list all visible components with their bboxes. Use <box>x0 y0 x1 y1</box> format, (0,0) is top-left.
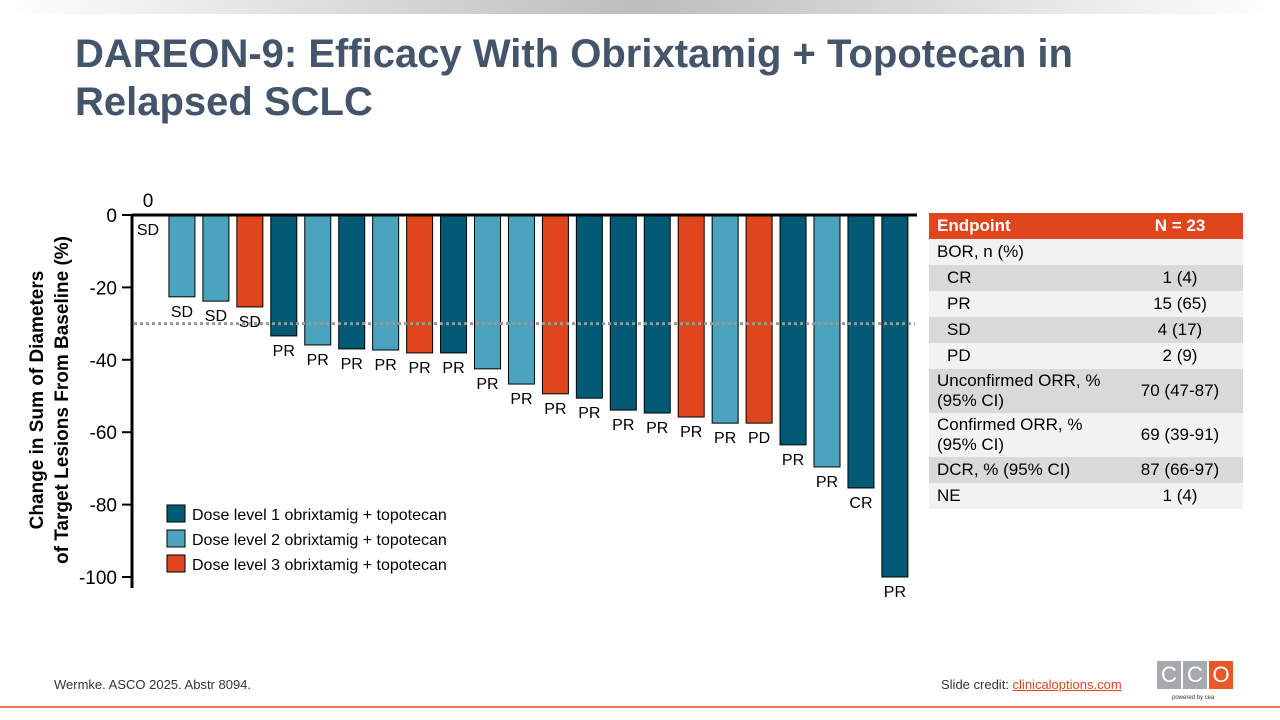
y-axis-label: of Target Lesions From Baseline (%) <box>52 236 73 564</box>
table-row: CR 1 (4) <box>929 265 1243 291</box>
bar <box>745 214 773 424</box>
bar <box>711 214 739 424</box>
bar <box>202 214 230 302</box>
y-tick-label: 0 <box>106 206 117 227</box>
bar <box>507 214 535 385</box>
bar <box>168 214 196 298</box>
y-tick-label: -40 <box>90 351 117 372</box>
response-label: CR <box>849 495 872 512</box>
table-row: BOR, n (%) <box>929 239 1243 265</box>
bar <box>881 214 909 578</box>
bar <box>440 214 468 354</box>
bar <box>609 214 637 411</box>
response-label: PR <box>476 376 498 393</box>
response-label: PR <box>273 343 295 360</box>
bar <box>779 214 807 446</box>
response-label: PD <box>748 430 770 447</box>
bar <box>677 214 705 418</box>
table-row: PR 15 (65) <box>929 291 1243 317</box>
endpoint-table: Endpoint N = 23 BOR, n (%) CR 1 (4) PR 15 (65)… <box>929 213 1243 509</box>
table-header: Endpoint N = 23 <box>929 213 1243 239</box>
zero-label: 0 <box>143 191 154 212</box>
table-row: SD 4 (17) <box>929 317 1243 343</box>
response-label: PR <box>646 420 668 437</box>
bar <box>372 214 400 351</box>
response-label: PR <box>578 405 600 422</box>
response-label: PR <box>307 352 329 369</box>
bar <box>270 214 298 337</box>
table-row: PD 2 (9) <box>929 343 1243 369</box>
response-label: PR <box>782 452 804 469</box>
y-tick-label: -100 <box>79 568 117 589</box>
response-label: PR <box>816 474 838 491</box>
y-tick-label: -80 <box>90 496 117 517</box>
response-label: PR <box>341 356 363 373</box>
bar <box>813 214 841 468</box>
response-label: PR <box>884 584 906 601</box>
table-row: NE 1 (4) <box>929 483 1243 509</box>
bar <box>643 214 671 414</box>
bar <box>474 214 501 370</box>
response-label: PR <box>408 360 430 377</box>
legend-label: Dose level 1 obrixtamig + topotecan <box>192 507 447 524</box>
response-label: SD <box>171 304 193 321</box>
response-label: SD <box>137 222 159 239</box>
response-label: PR <box>680 424 702 441</box>
legend-swatch <box>166 554 186 573</box>
bar <box>541 214 569 395</box>
response-label: PR <box>442 360 464 377</box>
bar <box>304 214 332 346</box>
bar <box>575 214 603 399</box>
table-row: Unconfirmed ORR, % (95% CI) 70 (47-87) <box>929 369 1243 413</box>
response-label: PR <box>544 401 566 418</box>
footer-line <box>0 706 1280 708</box>
response-label: PR <box>375 357 397 374</box>
bar <box>236 214 264 308</box>
y-tick-label: -20 <box>90 278 117 299</box>
response-label: PR <box>612 417 634 434</box>
bar <box>338 214 366 350</box>
response-label: SD <box>205 308 227 325</box>
legend-label: Dose level 3 obrixtamig + topotecan <box>192 557 447 574</box>
page-title: DAREON-9: Efficacy With Obrixtamig + Top… <box>75 32 1073 124</box>
credit-link[interactable]: clinicaloptions.com <box>1012 677 1122 692</box>
table-row: DCR, % (95% CI) 87 (66-97) <box>929 457 1243 483</box>
bar <box>847 214 875 489</box>
legend-swatch <box>166 504 186 523</box>
top-bar <box>0 0 1280 14</box>
legend-swatch <box>166 529 186 548</box>
response-label: PR <box>714 430 736 447</box>
table-row: Confirmed ORR, % (95% CI) 69 (39-91) <box>929 413 1243 457</box>
bar <box>406 214 434 354</box>
citation: Wermke. ASCO 2025. Abstr 8094. <box>54 677 252 692</box>
response-label: PR <box>510 391 532 408</box>
slide-credit: Slide credit: clinicaloptions.com <box>941 677 1122 692</box>
legend-label: Dose level 2 obrixtamig + topotecan <box>192 532 447 549</box>
logo-subtitle: powered by cea <box>1172 695 1215 701</box>
y-tick-label: -60 <box>90 423 117 444</box>
y-axis-label: Change in Sum of Diameters <box>27 271 48 530</box>
